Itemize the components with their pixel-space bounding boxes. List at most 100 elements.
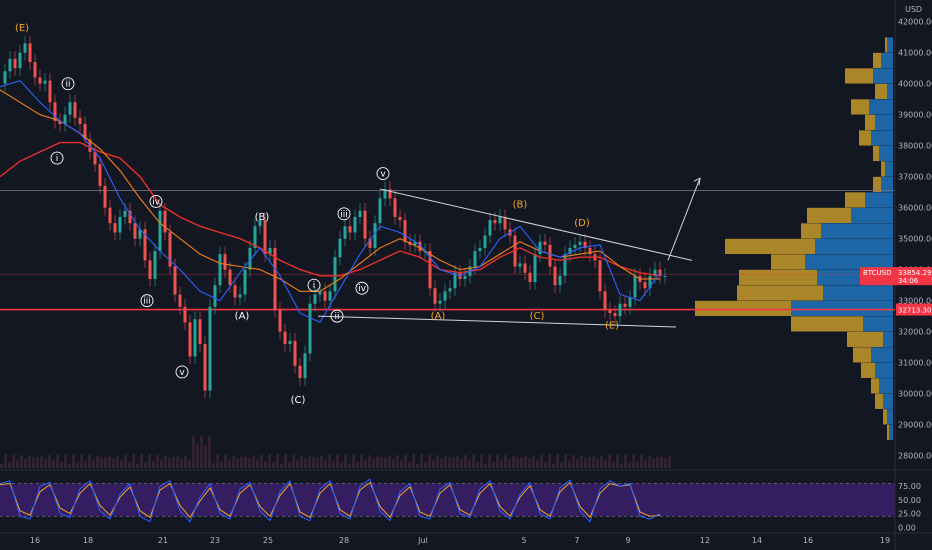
volume-bar (144, 462, 147, 468)
price-tick-7: 35000.00 (898, 235, 932, 244)
volume-bar (8, 462, 11, 468)
candle-body-76 (378, 198, 382, 224)
price-tick-2: 40000.00 (898, 80, 932, 89)
volume-bar (620, 463, 623, 468)
time-tick-11: 14 (752, 536, 762, 545)
candle-body-77 (383, 189, 387, 199)
volume-bar (100, 457, 103, 468)
volume-bar (632, 454, 635, 468)
candle-body-56 (278, 309, 282, 332)
volume-bar (572, 454, 575, 468)
price-tick-0: 42000.00 (898, 18, 932, 27)
candle-body-71 (353, 216, 357, 233)
candle-body-78 (388, 189, 392, 199)
volume-bar (236, 457, 239, 468)
candle-body-54 (268, 247, 272, 255)
volume-bar (284, 454, 287, 468)
countdown-value: 34:06 (898, 277, 919, 285)
wave-label-12: ii (334, 312, 339, 322)
candle-body-29 (143, 229, 147, 261)
candle-body-115 (573, 244, 577, 248)
candle-body-6 (28, 43, 32, 62)
candle-body-62 (308, 303, 312, 354)
candle-body-33 (163, 210, 167, 233)
last-price-tag (860, 267, 932, 286)
volume-bar (0, 464, 3, 468)
time-tick-9: 9 (625, 536, 630, 545)
candle-body-110 (548, 244, 552, 267)
candle-body-65 (323, 291, 327, 301)
volume-bar (20, 455, 23, 468)
volume-bar (176, 456, 179, 468)
volume-bar (216, 454, 219, 468)
volume-bar (396, 454, 399, 468)
volume-bar (184, 455, 187, 468)
candle-body-126 (628, 297, 632, 307)
volume-bar (180, 458, 183, 468)
wave-label-5: v (179, 368, 185, 378)
candle-body-44 (218, 254, 222, 286)
price-tick-3: 39000.00 (898, 111, 932, 120)
volume-bar (260, 454, 263, 468)
volume-bar (68, 463, 71, 468)
last-price-value: 33854.29 (898, 269, 931, 277)
volume-bar (248, 457, 251, 468)
vp-bar-up-8 (881, 161, 885, 177)
volume-bar (440, 458, 443, 468)
volume-bar (624, 454, 627, 468)
volume-bar (16, 460, 19, 468)
vp-bar-up-1 (873, 52, 881, 69)
candle-body-95 (473, 251, 477, 267)
volume-bar (424, 462, 427, 468)
price-tick-6: 36000.00 (898, 204, 932, 213)
vp-bar-up-4 (851, 99, 869, 115)
candle-body-7 (33, 61, 37, 78)
volume-bar (596, 458, 599, 468)
candle-body-43 (213, 285, 217, 307)
vp-bar-up-6 (859, 130, 871, 146)
candle-body-47 (233, 285, 237, 298)
vp-bar-up-13 (725, 238, 815, 254)
candle-body-38 (188, 322, 192, 357)
candle-body-53 (263, 220, 267, 255)
vp-bar-down-20 (871, 347, 893, 363)
price-tick-5: 37000.00 (898, 173, 932, 182)
volume-bar (532, 455, 535, 468)
volume-bar (432, 460, 435, 468)
candle-body-17 (83, 123, 87, 140)
wave-label-6: (A) (235, 311, 250, 322)
time-tick-4: 25 (263, 536, 273, 545)
volume-bar (72, 454, 75, 468)
price-tick-14: 28000.00 (898, 452, 932, 461)
volume-bar (480, 454, 483, 468)
candle-body-5 (23, 43, 27, 53)
wave-circle-5 (175, 365, 189, 379)
volume-bar (156, 454, 159, 468)
volume-bar (88, 454, 91, 468)
volume-bar (116, 455, 119, 468)
vp-bar-up-0 (885, 37, 887, 53)
volume-bar (604, 459, 607, 468)
price-tick-13: 29000.00 (898, 421, 932, 430)
candle-body-101 (503, 216, 507, 230)
time-tick-5: 28 (339, 536, 349, 545)
support-value: 32713.30 (898, 307, 931, 315)
volume-bar (348, 463, 351, 468)
volume-bar (256, 459, 259, 468)
candle-body-117 (583, 241, 587, 248)
vp-bar-down-8 (885, 161, 893, 177)
volume-bar (464, 455, 467, 468)
time-tick-12: 16 (803, 536, 813, 545)
volume-bar (668, 455, 671, 468)
candle-body-25 (123, 210, 127, 217)
candle-body-49 (243, 269, 247, 295)
volume-bar (500, 460, 503, 468)
volume-bar (412, 454, 415, 468)
candle-body-50 (248, 247, 252, 270)
candle-body-99 (493, 220, 497, 224)
candle-body-4 (18, 52, 22, 69)
wave-label-11: iv (358, 284, 367, 294)
volume-bar (312, 456, 315, 468)
volume-bar (152, 460, 155, 468)
